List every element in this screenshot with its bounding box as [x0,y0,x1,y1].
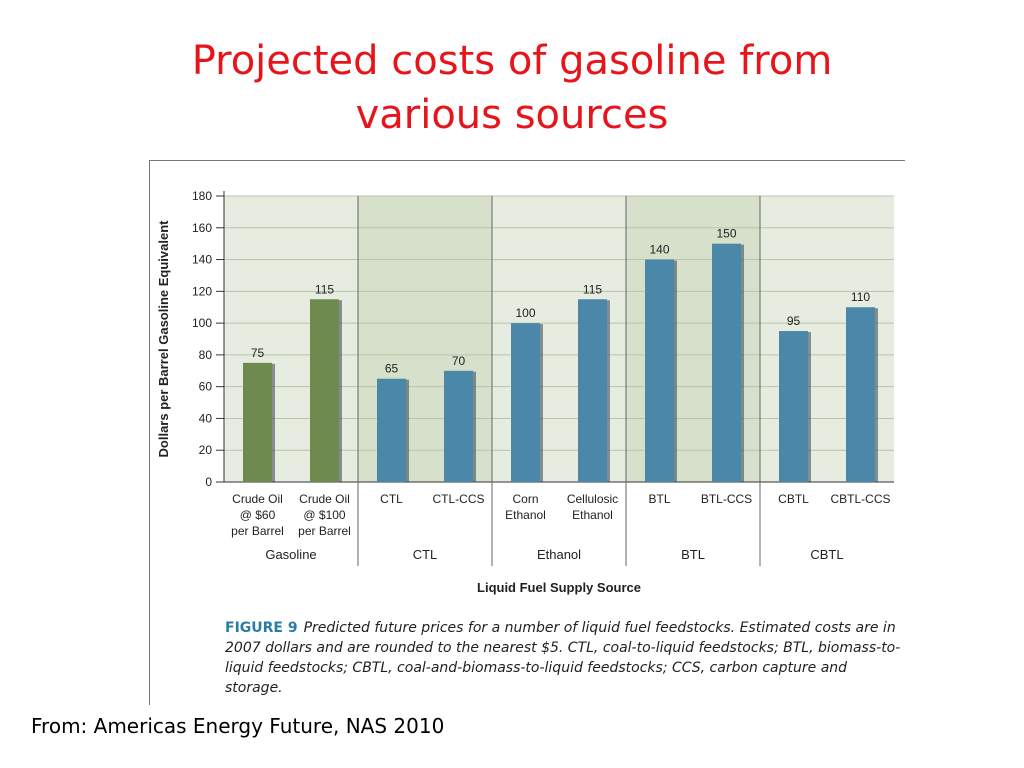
bar-value-label: 115 [315,282,334,296]
x-category-label: per Barrel [231,524,284,538]
source-citation: From: Americas Energy Future, NAS 2010 [31,714,445,738]
bar-value-label: 75 [251,346,265,360]
bar [444,370,473,482]
x-category-label: @ $60 [240,508,276,522]
group-label: CTL [413,547,438,562]
y-tick-label: 180 [192,189,212,203]
bar-value-label: 95 [787,314,801,328]
y-tick-label: 60 [199,380,213,394]
y-tick-label: 80 [199,348,213,362]
y-tick-label: 100 [192,316,212,330]
bar [779,331,808,482]
slide-title-line-1: Projected costs of gasoline from [191,38,833,84]
bar-value-label: 150 [716,227,736,241]
y-tick-label: 160 [192,221,212,235]
bar-chart: 0 20 40 60 80 100 120 140 160 180 75 Crude Oil @ $60… [156,189,894,595]
x-category-label: CTL [380,492,403,506]
y-axis-title: Dollars per Barrel Gasoline Equivalent [156,220,171,458]
bar [578,299,607,482]
group-label: BTL [681,547,705,562]
group-label: Ethanol [537,547,581,562]
bar-value-label: 100 [515,306,535,320]
bar [846,307,875,482]
bar [243,362,272,482]
y-tick-label: 120 [192,284,212,298]
y-tick-label: 20 [199,443,213,457]
x-category-label: CBTL-CCS [830,492,890,506]
group-label: CBTL [810,547,843,562]
bar [511,323,540,482]
x-category-label: Ethanol [505,508,546,522]
x-axis-title: Liquid Fuel Supply Source [477,580,641,595]
bar-value-label: 115 [583,282,602,296]
x-category-label: per Barrel [298,524,351,538]
slide-title-line-2: various sources [355,92,669,138]
figure-panel: 0 20 40 60 80 100 120 140 160 180 75 Crude Oil @ $60… [149,160,905,705]
x-category-label: CTL-CCS [432,492,484,506]
x-category-label: Cellulosic [567,492,618,506]
y-tick-label: 0 [205,475,212,489]
bar-value-label: 140 [649,243,669,257]
figure-caption: FIGURE 9 Predicted future prices for a nu… [225,618,905,698]
bar-value-label: 70 [452,354,466,368]
bar [310,299,339,482]
x-category-label: Corn [512,492,538,506]
x-category-label: CBTL [778,492,809,506]
bar-value-label: 65 [385,362,399,376]
bar [712,243,741,482]
x-category-label: Crude Oil [232,492,283,506]
bar [377,378,406,482]
figure-label: FIGURE 9 [225,620,298,636]
x-category-label: Crude Oil [299,492,350,506]
group-label: Gasoline [265,547,316,562]
x-category-label: Ethanol [572,508,613,522]
x-category-label: BTL-CCS [701,492,752,506]
slide-title: Projected costs of gasoline from various… [0,34,1024,142]
y-tick-label: 140 [192,253,212,267]
bar [645,259,674,482]
figure-caption-text: Predicted future prices for a number of … [225,620,901,696]
x-category-label: @ $100 [303,508,346,522]
y-tick-label: 40 [199,411,213,425]
bar-value-label: 110 [851,290,870,304]
x-category-label: BTL [648,492,670,506]
